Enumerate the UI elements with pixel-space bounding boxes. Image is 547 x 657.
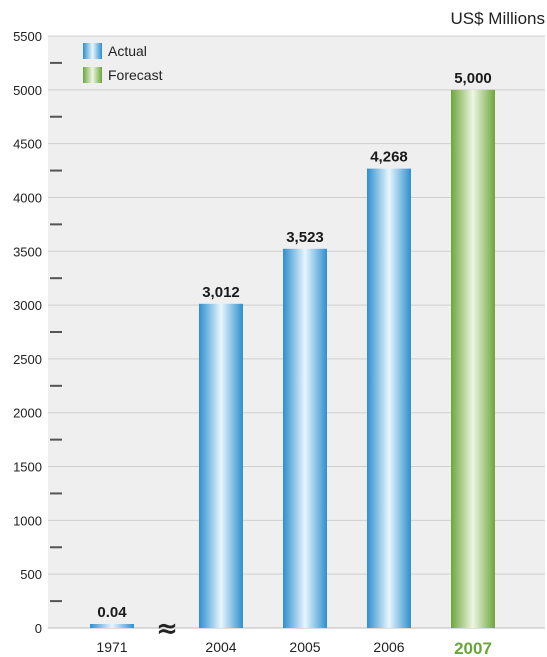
y-tick-label: 5000 [13,83,42,98]
bar-1971 [90,624,134,628]
data-label-1971: 0.04 [97,604,127,621]
y-tick-label: 4000 [13,190,42,205]
y-tick-label: 500 [20,567,42,582]
bar-2005 [283,248,327,628]
x-tick-label-2007: 2007 [454,639,492,657]
y-tick-label: 3500 [13,244,42,259]
bar-labels: 0.04 1971 3,012 2004 3,523 2005 4,268 2006 5,000… [96,70,491,657]
y-tick-label: 2000 [13,406,42,421]
y-tick-label: 1000 [13,513,42,528]
data-label-2006: 4,268 [370,149,408,166]
axis-break-icon: ≈ [156,614,178,644]
legend-label-forecast: Forecast [108,67,163,83]
legend-swatch-actual [83,43,102,59]
y-tick-label: 1500 [13,460,42,475]
data-label-2004: 3,012 [202,284,240,301]
legend: Actual Forecast [83,43,163,83]
x-tick-label-2006: 2006 [373,639,404,655]
x-tick-label-2005: 2005 [289,639,320,655]
data-label-2005: 3,523 [286,229,324,246]
legend-label-actual: Actual [108,43,147,59]
x-tick-label-2004: 2004 [205,639,236,655]
y-tick-label: 3000 [13,298,42,313]
y-tick-label: 2500 [13,352,42,367]
y-axis-ticks: 0 500 1000 1500 2000 2500 3000 3500 4000 4500 5000… [13,29,62,636]
x-tick-label-1971: 1971 [96,639,127,655]
bar-2004 [199,303,243,628]
bar-2006 [367,168,411,628]
y-tick-label: 5500 [13,29,42,44]
unit-label: US$ Millions [451,9,545,28]
y-tick-label: 4500 [13,137,42,152]
bars [90,89,495,629]
bar-2007 [451,89,495,629]
legend-swatch-forecast [83,67,102,83]
y-tick-label: 0 [35,621,42,636]
data-label-2007: 5,000 [454,70,492,87]
